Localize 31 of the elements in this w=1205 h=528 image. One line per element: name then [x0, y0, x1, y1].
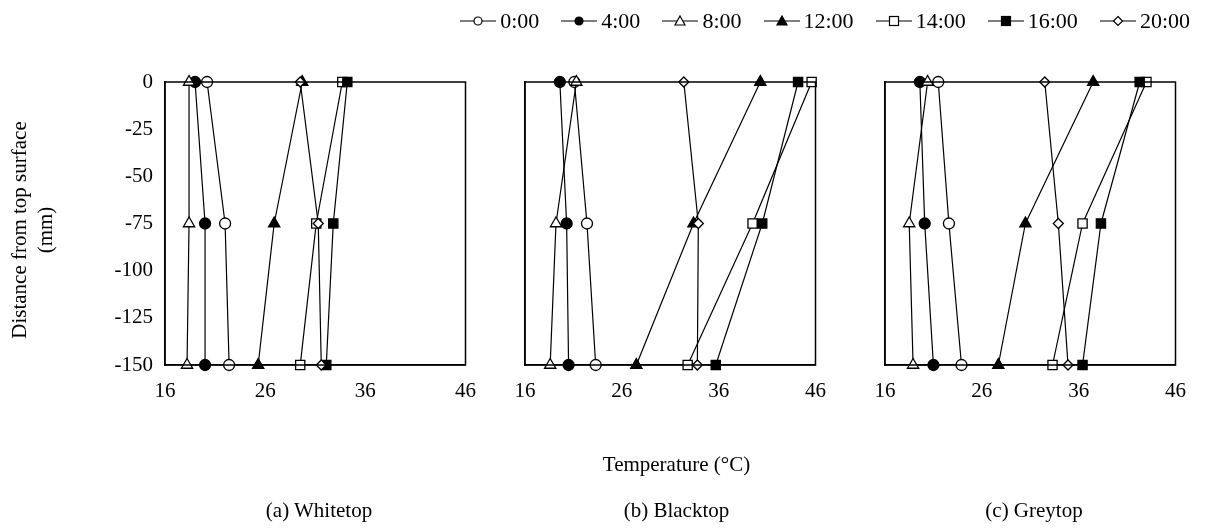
legend-label: 16:00 [1027, 8, 1078, 34]
legend-label: 8:00 [702, 8, 742, 34]
text: (a) Whitetop [264, 498, 374, 523]
legend-label: 0:00 [500, 8, 540, 34]
y-tick-label: -25 [125, 115, 153, 140]
x-tick-label: 16 [874, 378, 896, 403]
x-tick-label: 16 [154, 378, 176, 403]
x-tick-label: 16 [514, 378, 536, 403]
legend-label: 4:00 [601, 8, 641, 34]
x-tick-label: 46 [805, 378, 826, 403]
x-tick-label: 26 [254, 378, 276, 403]
y-tick-label: -125 [114, 304, 153, 329]
y-tick-label: -75 [125, 210, 153, 235]
y-tick-label: -50 [125, 162, 153, 187]
x-tick-label: 36 [708, 378, 730, 403]
x-tick-label: 46 [455, 378, 476, 403]
x-tick-label: 46 [1165, 378, 1186, 403]
y-axis-title: Distance from top surface (mm) [6, 120, 58, 341]
y-tick-label: -150 [114, 351, 153, 376]
legend-label: 20:00 [1139, 8, 1190, 34]
x-tick-label: 36 [354, 378, 376, 403]
x-tick-label: 26 [971, 378, 993, 403]
text: (b) Blacktop [622, 498, 731, 523]
y-tick-label: 0 [142, 68, 153, 93]
x-tick-label: 26 [611, 378, 633, 403]
text: (c) Greytop [984, 498, 1084, 523]
legend-label: 12:00 [803, 8, 854, 34]
y-tick-label: -100 [114, 257, 153, 282]
x-axis-title: Temperature (°C) [601, 452, 752, 477]
legend-label: 14:00 [915, 8, 966, 34]
x-tick-label: 36 [1068, 378, 1090, 403]
